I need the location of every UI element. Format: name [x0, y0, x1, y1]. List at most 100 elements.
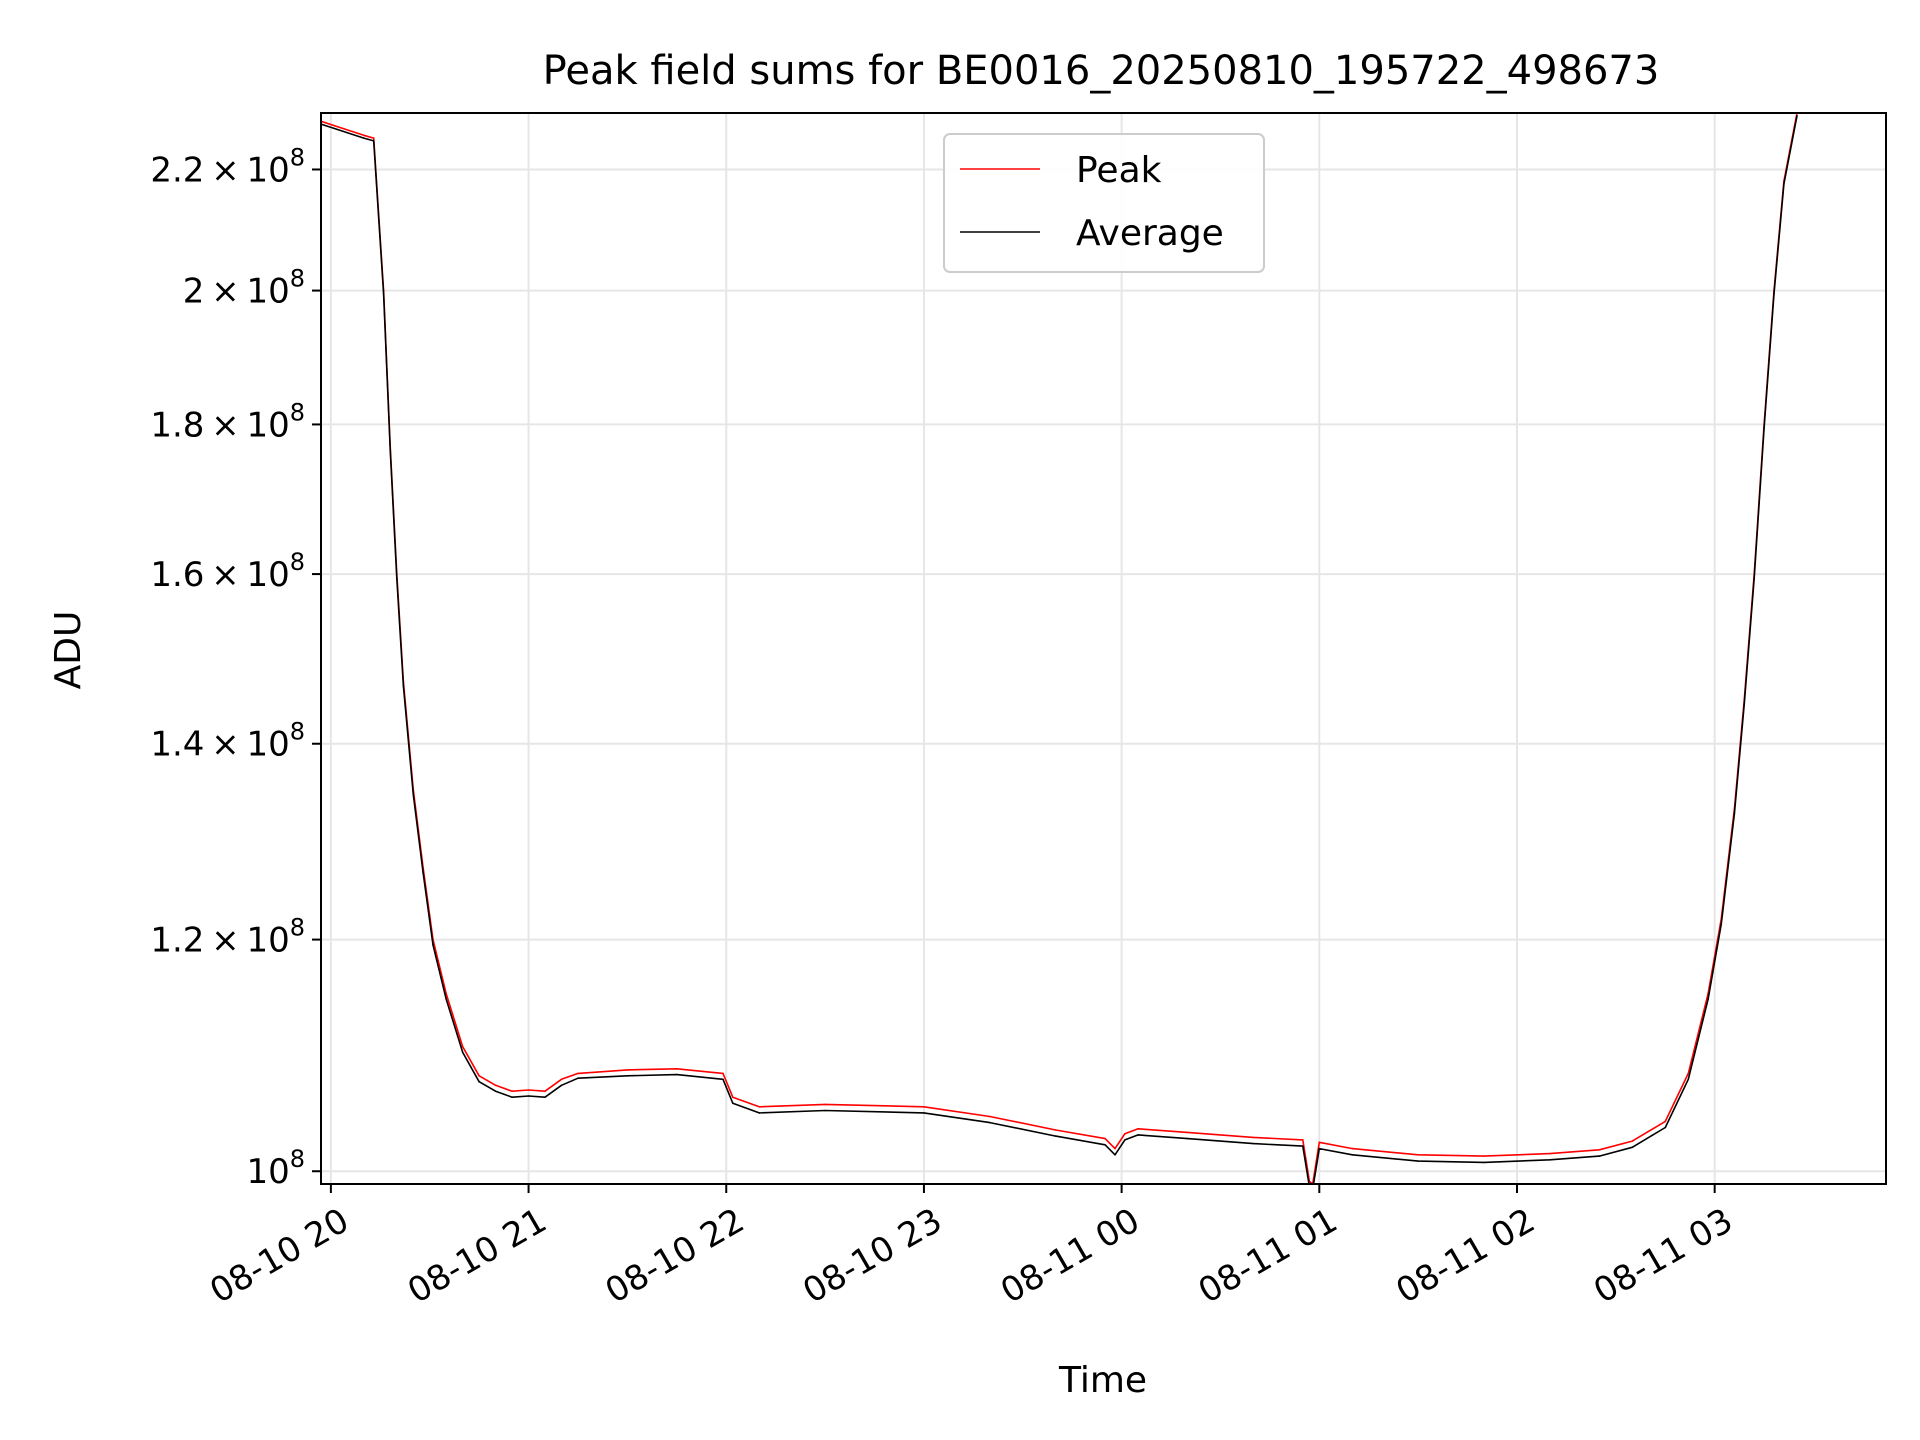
data-point-average — [676, 1073, 678, 1076]
data-point-average — [732, 1102, 734, 1104]
data-point-peak — [478, 1075, 480, 1077]
y-axis-ticks: 108 1.2 × 108 1.4 × 108 1.6 × 108 1.8 × 108 2… — [150, 143, 321, 1192]
data-point-average — [389, 448, 392, 451]
data-point-average — [494, 1090, 497, 1092]
data-point-average — [1631, 1146, 1634, 1149]
data-point-average — [626, 1075, 629, 1077]
data-point-peak — [989, 1115, 991, 1118]
x-tick-label: 08-11 03 — [1587, 1201, 1739, 1312]
data-point-peak — [461, 1045, 464, 1048]
data-point-average — [1733, 812, 1736, 815]
data-point-peak — [1351, 1147, 1354, 1150]
data-point-peak — [527, 1089, 530, 1091]
data-point-average — [1687, 1078, 1690, 1081]
data-point-average — [1753, 577, 1755, 579]
series-line-peak — [321, 113, 1798, 1184]
data-point-peak — [445, 992, 448, 995]
data-point-average — [1137, 1134, 1139, 1136]
data-point-average — [445, 998, 448, 1000]
data-point-average — [1114, 1154, 1116, 1156]
y-tick-label: 108 — [246, 1145, 305, 1192]
x-tick-label: 08-11 00 — [994, 1201, 1146, 1312]
data-point-average — [1124, 1139, 1126, 1141]
data-point-peak — [1417, 1154, 1419, 1156]
x-tick-label: 08-10 21 — [401, 1201, 553, 1312]
data-point-peak — [732, 1096, 734, 1098]
data-point-peak — [363, 134, 365, 137]
data-point-peak — [1483, 1155, 1485, 1157]
data-point-peak — [511, 1090, 513, 1092]
data-point-average — [402, 685, 405, 687]
data-point-average — [527, 1095, 530, 1097]
data-point-average — [989, 1121, 991, 1124]
data-point-average — [1309, 1186, 1311, 1188]
data-point-peak — [1631, 1140, 1634, 1142]
data-point-peak — [1124, 1132, 1126, 1135]
series-line-average — [321, 115, 1798, 1184]
y-tick-label: 2.2 × 108 — [150, 143, 305, 190]
data-point-average — [1796, 115, 1798, 117]
data-point-average — [396, 577, 398, 579]
data-point-average — [432, 944, 434, 946]
data-point-average — [1707, 998, 1709, 1000]
data-point-average — [1104, 1144, 1106, 1146]
plot-frame — [320, 112, 1887, 1185]
data-point-average — [372, 140, 375, 142]
x-tick-label: 08-11 02 — [1389, 1201, 1541, 1312]
y-tick-label: 1.6 × 108 — [150, 548, 305, 595]
data-point-average — [1598, 1155, 1601, 1157]
data-point-average — [382, 293, 385, 295]
data-point-average — [1783, 183, 1785, 185]
y-tick-label: 2 × 108 — [183, 265, 305, 312]
data-point-average — [1302, 1145, 1304, 1147]
x-tick-label: 08-10 23 — [796, 1201, 948, 1312]
data-point-peak — [1664, 1120, 1667, 1123]
data-point-average — [363, 137, 365, 139]
data-point-peak — [1687, 1072, 1690, 1075]
data-point-average — [412, 793, 415, 796]
data-point-peak — [1054, 1129, 1057, 1131]
legend-label-average: Average — [1076, 213, 1224, 254]
data-point-peak — [824, 1103, 826, 1106]
data-point-peak — [1137, 1128, 1139, 1130]
data-point-average — [824, 1109, 826, 1112]
data-point-average — [923, 1112, 925, 1114]
data-point-average — [560, 1084, 563, 1087]
data-point-average — [1417, 1160, 1419, 1162]
data-point-peak — [1186, 1131, 1189, 1134]
data-point-average — [461, 1051, 464, 1054]
data-point-peak — [1318, 1141, 1321, 1144]
data-point-average — [1763, 427, 1765, 429]
data-point-average — [1186, 1137, 1189, 1140]
data-point-peak — [1252, 1136, 1255, 1139]
data-point-peak — [577, 1072, 579, 1075]
data-point-average — [577, 1077, 579, 1079]
data-point-average — [758, 1112, 760, 1114]
series-layer — [321, 113, 1798, 1190]
y-tick-label: 1.2 × 108 — [150, 914, 305, 961]
data-point-average — [1743, 702, 1746, 705]
data-point-average — [1318, 1147, 1321, 1150]
data-point-average — [1351, 1154, 1354, 1156]
x-tick-label: 08-10 20 — [203, 1201, 355, 1312]
legend-label-peak: Peak — [1076, 150, 1162, 191]
data-point-peak — [1114, 1147, 1116, 1150]
y-tick-label: 1.8 × 108 — [150, 398, 305, 445]
data-point-average — [478, 1080, 480, 1083]
data-point-peak — [544, 1090, 546, 1092]
data-point-average — [1720, 923, 1723, 925]
data-point-average — [544, 1096, 546, 1098]
y-tick-label: 1.4 × 108 — [150, 718, 305, 765]
data-point-average — [1312, 1188, 1314, 1190]
legend: Peak Average — [943, 133, 1265, 273]
data-point-average — [422, 871, 424, 874]
data-point-peak — [923, 1106, 925, 1108]
data-point-average — [1252, 1142, 1255, 1145]
data-point-average — [1773, 293, 1775, 295]
chart-title: Peak field sums for BE0016_20250810_1957… — [543, 48, 1660, 94]
data-point-peak — [494, 1084, 497, 1087]
data-point-peak — [1302, 1139, 1304, 1141]
data-point-peak — [758, 1106, 760, 1108]
data-point-peak — [372, 137, 375, 139]
